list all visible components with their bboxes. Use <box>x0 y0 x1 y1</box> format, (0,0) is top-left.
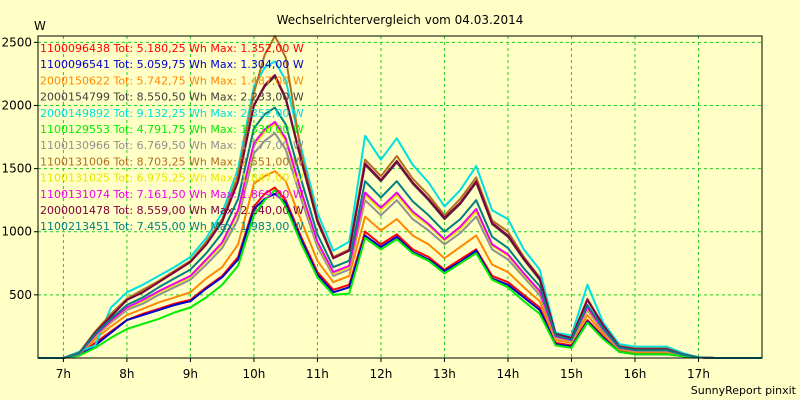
legend-entry-3: 2000150622 Tot: 5.742,75 Wh Max: 1.487,0… <box>40 74 304 87</box>
series-line-5 <box>38 60 762 359</box>
legend-entry-1: 1100096438 Tot: 5.180,25 Wh Max: 1.352,0… <box>40 42 304 55</box>
y-axis-label: W <box>34 19 46 33</box>
y-tick-label: 1000 <box>1 225 32 239</box>
plot-frame <box>37 35 763 359</box>
x-tick-label: 13h <box>433 367 456 381</box>
legend-entry-2: 1100096541 Tot: 5.059,75 Wh Max: 1.304,0… <box>40 58 304 71</box>
x-tick-label: 16h <box>624 367 647 381</box>
axes: 500 1000 1500 2000 2500 7h 8h 9h 10h 11h 12h 13h 14h… <box>1 35 763 381</box>
y-tick-label: 2500 <box>1 35 32 49</box>
chart-title: Wechselrichtervergleich vom 04.03.2014 <box>277 13 524 27</box>
legend-entry-12: 1100213451 Tot: 7.455,00 Wh Max: 1.983,0… <box>40 220 304 233</box>
x-tick-label: 12h <box>370 367 393 381</box>
x-tick-label: 11h <box>306 367 329 381</box>
y-tick-label: 1500 <box>1 162 32 176</box>
legend-entry-6: 1100129553 Tot: 4.791,75 Wh Max: 1.330,0… <box>40 123 304 136</box>
legend: 1100096438 Tot: 5.180,25 Wh Max: 1.352,0… <box>40 42 304 233</box>
series-line-6 <box>38 189 762 359</box>
series-lines <box>38 35 762 359</box>
x-tick-label: 17h <box>687 367 710 381</box>
legend-entry-4: 2000154799 Tot: 8.550,50 Wh Max: 2.233,0… <box>40 91 304 104</box>
legend-entry-10: 1100131074 Tot: 7.161,50 Wh Max: 1.869,0… <box>40 188 304 201</box>
x-tick-label: 8h <box>119 367 134 381</box>
x-tick-label: 7h <box>56 367 71 381</box>
x-tick-label: 9h <box>183 367 198 381</box>
x-tick-label: 10h <box>242 367 265 381</box>
x-tick-label: 15h <box>560 367 583 381</box>
chart-footer: SunnyReport pinxit <box>691 384 797 397</box>
series-line-12 <box>38 106 762 359</box>
y-tick-label: 2000 <box>1 98 32 112</box>
x-tick-label: 14h <box>497 367 520 381</box>
legend-entry-11: 2000001478 Tot: 8.559,00 Wh Max: 2.240,0… <box>40 204 304 217</box>
legend-entry-9: 1100131025 Tot: 6.975,25 Wh Max: 1.847,0… <box>40 172 304 185</box>
legend-entry-7: 1100130966 Tot: 6.769,50 Wh Max: 1.777,0… <box>40 139 304 152</box>
legend-entry-5: 2000149892 Tot: 9.132,25 Wh Max: 2.352,0… <box>40 107 304 120</box>
y-tick-label: 500 <box>9 288 32 302</box>
legend-entry-8: 1100131006 Tot: 8.703,25 Wh Max: 2.551,0… <box>40 155 304 168</box>
